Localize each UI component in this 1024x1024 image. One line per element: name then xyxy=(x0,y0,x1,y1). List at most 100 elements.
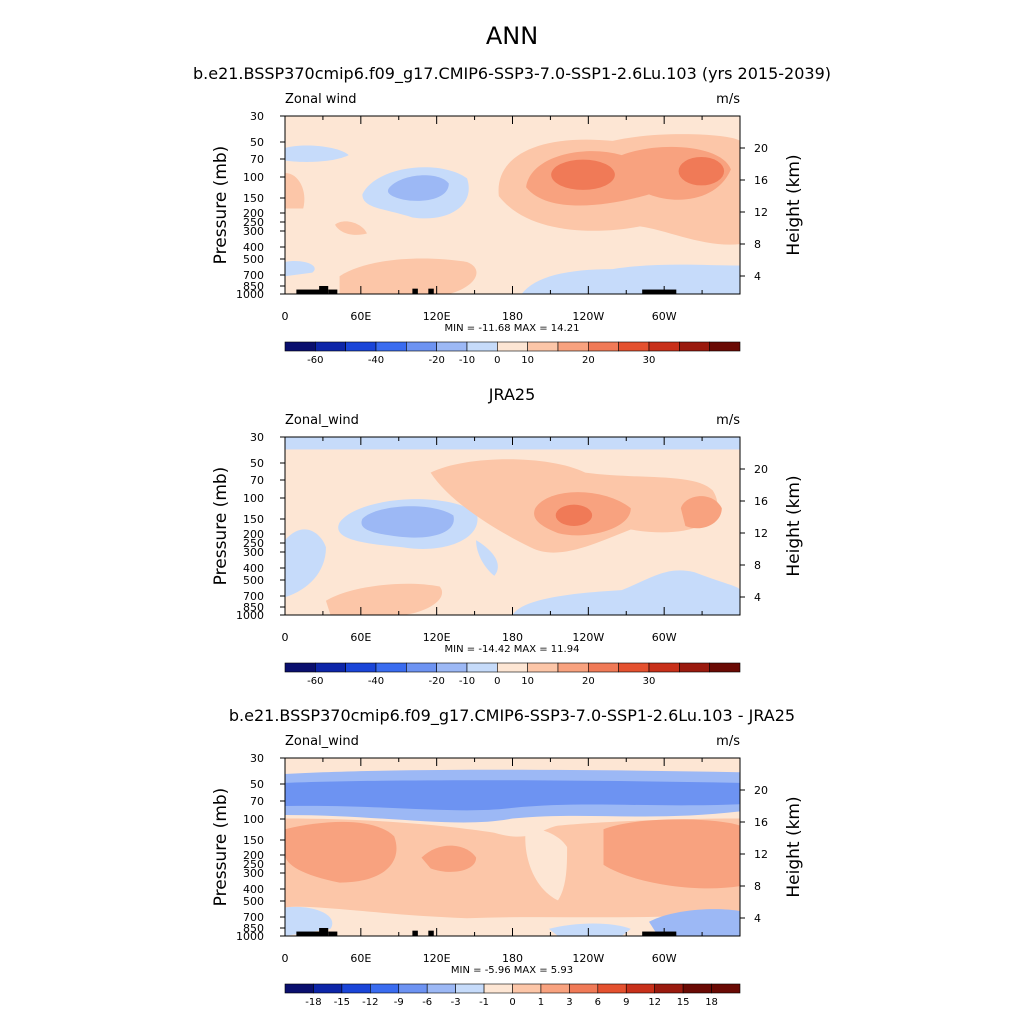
units-label: m/s xyxy=(716,734,740,749)
x-tick-label: 120W xyxy=(572,631,604,644)
topography-1 xyxy=(296,931,324,936)
height-tick-label: 16 xyxy=(754,495,768,508)
colorbar-swatch xyxy=(497,341,528,352)
x-tick-label: 60W xyxy=(652,631,677,644)
contour-neg-4 xyxy=(521,264,740,294)
y-tick-label: 1000 xyxy=(236,930,264,943)
colorbar-swatch xyxy=(483,983,513,994)
colorbar-label: 3 xyxy=(566,997,572,1008)
colorbar-label: -1 xyxy=(479,997,489,1008)
colorbar-swatch xyxy=(597,983,627,994)
contour-neg-2 xyxy=(285,529,326,598)
min-max-label: MIN = -11.68 MAX = 14.21 xyxy=(445,323,580,334)
colorbar-swatch xyxy=(406,662,437,673)
contour-neg-5 xyxy=(548,923,631,936)
topography-5 xyxy=(428,930,434,936)
x-tick-label: 60E xyxy=(350,631,371,644)
colorbar-swatch xyxy=(709,341,741,352)
contour-pos-5 xyxy=(325,583,443,615)
colorbar-swatch xyxy=(557,341,589,352)
y-tick-label: 200 xyxy=(243,207,264,220)
colorbar-swatch xyxy=(569,983,599,994)
panel-1: b.e21.BSSP370cmip6.f09_g17.CMIP6-SSP3-7.… xyxy=(193,64,831,366)
y-tick-label: 250 xyxy=(243,858,264,871)
height-tick-label: 12 xyxy=(754,527,768,540)
colorbar-swatch xyxy=(313,983,343,994)
figure-title: ANN xyxy=(486,22,538,50)
colorbar-swatch xyxy=(284,983,314,994)
contour-pos-7 xyxy=(339,258,477,294)
height-axis-title: Height (km) xyxy=(784,475,804,576)
colorbar-swatch xyxy=(284,341,316,352)
variable-label: Zonal_wind xyxy=(285,413,359,428)
colorbar-swatch xyxy=(375,341,407,352)
y-tick-label: 200 xyxy=(243,849,264,862)
min-max-label: MIN = -5.96 MAX = 5.93 xyxy=(451,965,573,976)
contour-pos-4 xyxy=(678,156,725,186)
panel-title: b.e21.BSSP370cmip6.f09_g17.CMIP6-SSP3-7.… xyxy=(229,706,795,726)
y-tick-label: 100 xyxy=(243,492,264,505)
y-tick-label: 500 xyxy=(243,895,264,908)
contour-pos-3 xyxy=(285,821,397,883)
colorbar-swatch xyxy=(284,662,316,673)
y-tick-label: 850 xyxy=(243,601,264,614)
colorbar-swatch xyxy=(557,662,589,673)
y-tick-label: 50 xyxy=(250,457,264,470)
colorbar-swatch xyxy=(406,341,437,352)
units-label: m/s xyxy=(716,413,740,428)
contour-pos-4 xyxy=(421,845,477,872)
colorbar-swatch xyxy=(682,983,712,994)
colorbar-label: -60 xyxy=(307,355,323,366)
colorbar-swatch xyxy=(345,341,377,352)
y-tick-label: 50 xyxy=(250,778,264,791)
colorbar-swatch xyxy=(315,662,346,673)
contour-neg-1 xyxy=(285,145,349,162)
colorbar-label: 1 xyxy=(538,997,544,1008)
x-tick-label: 0 xyxy=(282,952,289,965)
topography-6 xyxy=(642,931,677,936)
topography-4 xyxy=(412,930,418,936)
y-tick-label: 700 xyxy=(243,911,264,924)
contour-pos-6 xyxy=(335,221,367,235)
colorbar-swatch xyxy=(625,983,655,994)
topography-3 xyxy=(328,289,338,294)
y-tick-label: 400 xyxy=(243,562,264,575)
y-tick-label: 300 xyxy=(243,546,264,559)
colorbar-label: 10 xyxy=(521,676,534,687)
height-tick-label: 4 xyxy=(754,912,761,925)
panel-title: b.e21.BSSP370cmip6.f09_g17.CMIP6-SSP3-7.… xyxy=(193,64,831,84)
height-tick-label: 20 xyxy=(754,142,768,155)
y-tick-label: 30 xyxy=(250,431,264,444)
colorbar-label: 30 xyxy=(643,676,656,687)
topography-2 xyxy=(319,285,329,294)
colorbar-swatch xyxy=(466,662,498,673)
y-tick-label: 30 xyxy=(250,752,264,765)
colorbar-swatch xyxy=(370,983,400,994)
y-tick-label: 250 xyxy=(243,216,264,229)
contour-pos-3 xyxy=(551,159,615,190)
topography-1 xyxy=(296,289,324,294)
colorbar-label: 12 xyxy=(648,997,661,1008)
contour-pos-3 xyxy=(555,504,593,526)
contour-zero-1 xyxy=(525,825,568,901)
height-tick-label: 8 xyxy=(754,238,761,251)
x-tick-label: 120W xyxy=(572,952,604,965)
colorbar-swatch xyxy=(654,983,684,994)
y-tick-label: 70 xyxy=(250,474,264,487)
colorbar-swatch xyxy=(709,662,741,673)
panel-3: b.e21.BSSP370cmip6.f09_g17.CMIP6-SSP3-7.… xyxy=(211,706,804,1008)
y-tick-label: 700 xyxy=(243,269,264,282)
height-tick-label: 20 xyxy=(754,463,768,476)
colorbar-label: -40 xyxy=(368,355,384,366)
height-axis-title: Height (km) xyxy=(784,796,804,897)
y-tick-label: 300 xyxy=(243,225,264,238)
colorbar-label: -3 xyxy=(451,997,461,1008)
contour-neg-5 xyxy=(285,261,315,277)
colorbar-label: -9 xyxy=(394,997,404,1008)
colorbar-swatch xyxy=(618,341,650,352)
x-tick-label: 0 xyxy=(282,631,289,644)
colorbar-label: -20 xyxy=(428,355,444,366)
colorbar-swatch xyxy=(679,662,710,673)
colorbar-swatch xyxy=(648,341,680,352)
